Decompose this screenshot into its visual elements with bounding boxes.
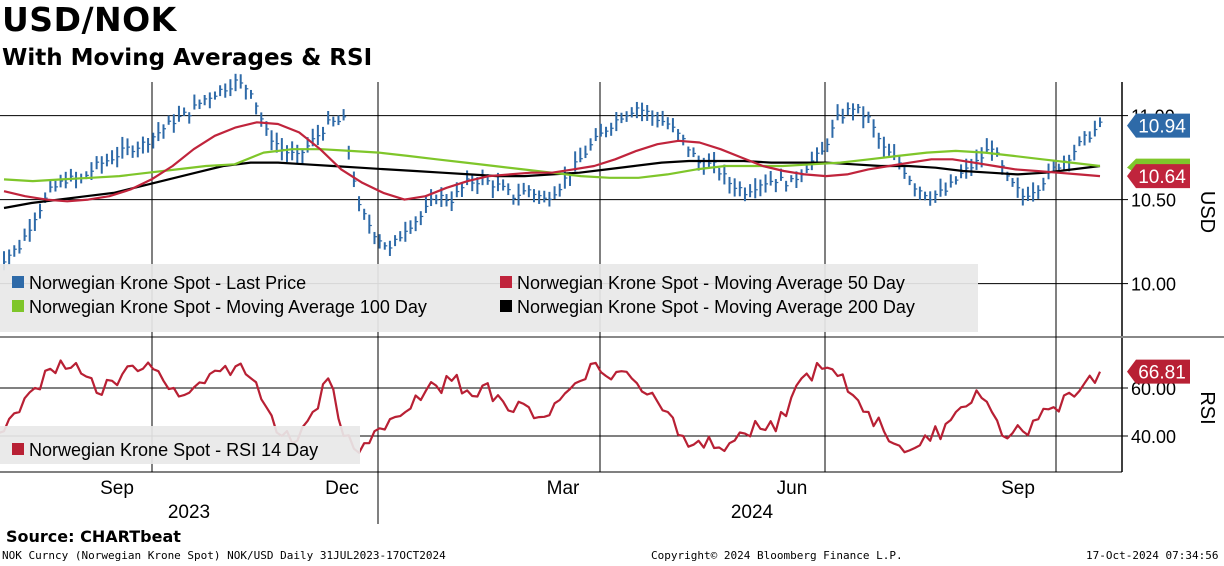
rsi-line <box>0 359 1102 454</box>
ma50-flag: 10.64 <box>1127 164 1190 189</box>
legend-swatch <box>12 443 24 455</box>
year-label: 2024 <box>731 502 774 523</box>
legend-label: Norwegian Krone Spot - Moving Average 50… <box>517 273 905 293</box>
x-tick-label: Sep <box>100 478 134 499</box>
legend-label: Norwegian Krone Spot - Moving Average 10… <box>29 297 427 317</box>
legend-swatch <box>12 300 24 312</box>
rsi-tick-label: 60.00 <box>1131 379 1176 399</box>
ma50-flag-label: 10.64 <box>1138 167 1186 188</box>
rsi-axis-title: RSI <box>1196 391 1218 424</box>
last-price-flag-shape <box>1127 113 1190 138</box>
ma50-flag-shape <box>1127 164 1190 189</box>
legend-label: Norwegian Krone Spot - Last Price <box>29 273 306 293</box>
chart-subtitle: With Moving Averages & RSI <box>2 45 373 71</box>
footer-copyright: Copyright© 2024 Bloomberg Finance L.P. <box>651 549 903 562</box>
footer-timestamp: 17-Oct-2024 07:34:56 <box>1086 549 1219 562</box>
legend-swatch <box>500 300 512 312</box>
ma200-line <box>3 159 1101 210</box>
legend-swatch <box>12 276 24 288</box>
ma50-line <box>3 121 1101 203</box>
price-tick-label: 10.50 <box>1131 191 1176 211</box>
chart-title: USD/NOK <box>2 0 177 39</box>
x-tick-label: Jun <box>777 478 808 499</box>
rsi-legend-box <box>0 426 360 464</box>
price-axis-title: USD <box>1196 191 1218 233</box>
legend-label: Norwegian Krone Spot - Moving Average 20… <box>517 297 915 317</box>
source-note: Source: CHARTbeat <box>6 527 181 546</box>
price-legend-box <box>0 264 978 332</box>
legend-label: Norwegian Krone Spot - RSI 14 Day <box>29 440 318 460</box>
last-price-flag-label: 10.94 <box>1138 117 1186 138</box>
price-tick-label: 10.00 <box>1131 275 1176 295</box>
rsi-tick-label: 40.00 <box>1131 427 1176 447</box>
last-rsi-flag-shape <box>1127 359 1190 384</box>
last-price-flag: 10.94 <box>1127 113 1190 138</box>
last-rsi-flag: 66.81 <box>1127 359 1190 384</box>
year-label: 2023 <box>168 502 210 523</box>
ma100-line <box>3 148 1101 183</box>
x-tick-label: Dec <box>325 478 359 499</box>
x-tick-label: Mar <box>547 478 580 499</box>
x-tick-label: Sep <box>1001 478 1035 499</box>
footer-ticker: NOK Curncy (Norwegian Krone Spot) NOK/US… <box>2 549 446 562</box>
legend-swatch <box>500 276 512 288</box>
last-rsi-flag-label: 66.81 <box>1138 363 1186 384</box>
